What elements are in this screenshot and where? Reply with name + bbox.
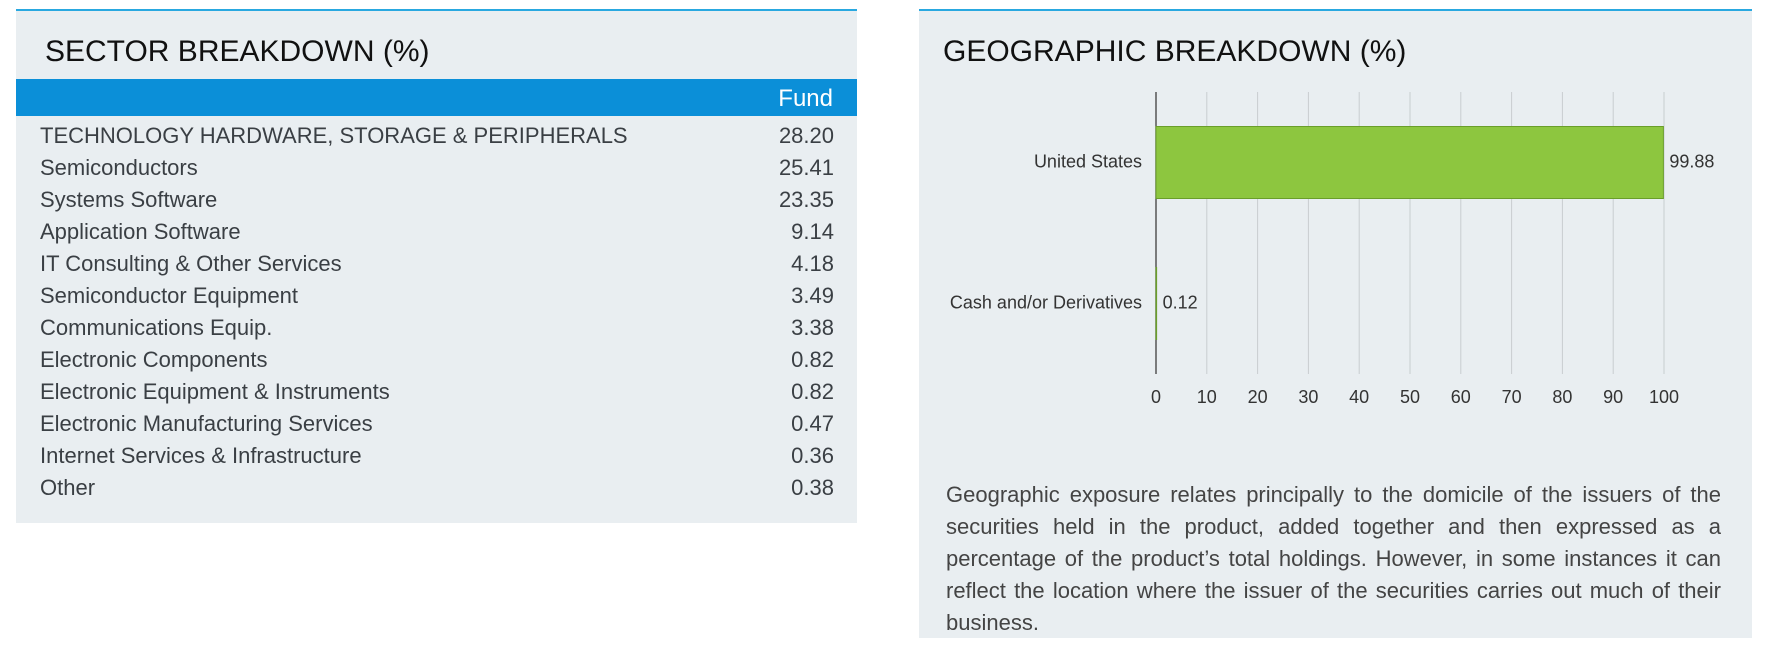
sector-name: Semiconductors <box>40 155 198 180</box>
sector-name: Application Software <box>40 219 241 244</box>
sector-panel: SECTOR BREAKDOWN (%) Fund TECHNOLOGY HAR… <box>16 9 857 523</box>
sector-name: Semiconductor Equipment <box>40 283 299 308</box>
sector-value: 0.82 <box>791 379 834 404</box>
x-tick-label: 80 <box>1552 387 1572 407</box>
x-tick-label: 0 <box>1151 387 1161 407</box>
sector-value: 28.20 <box>778 123 834 148</box>
x-tick-label: 30 <box>1298 387 1318 407</box>
sector-value: 4.18 <box>791 251 834 276</box>
table-row: Other 0.38 <box>40 475 834 507</box>
sector-name: Systems Software <box>40 187 218 212</box>
sector-value: 23.35 <box>778 187 834 212</box>
sector-name: TECHNOLOGY HARDWARE, STORAGE & PERIPHERA… <box>40 123 628 148</box>
sector-value: 3.49 <box>791 283 834 308</box>
bar <box>1155 267 1158 340</box>
sector-name: Electronic Components <box>40 347 268 372</box>
sector-value: 3.38 <box>791 315 834 340</box>
table-row: Electronic Manufacturing Services 0.47 <box>40 411 834 443</box>
x-tick-label: 40 <box>1349 387 1369 407</box>
table-row: IT Consulting & Other Services 4.18 <box>40 251 834 283</box>
x-tick-label: 70 <box>1502 387 1522 407</box>
x-tick-label: 90 <box>1603 387 1623 407</box>
table-row: Electronic Equipment & Instruments 0.82 <box>40 379 834 411</box>
x-tick-label: 60 <box>1451 387 1471 407</box>
x-tick-label: 100 <box>1649 387 1679 407</box>
table-row: Application Software 9.14 <box>40 219 834 251</box>
sector-value: 25.41 <box>778 155 834 180</box>
x-tick-label: 20 <box>1248 387 1268 407</box>
sector-name: Internet Services & Infrastructure <box>40 443 362 468</box>
sector-name: Electronic Manufacturing Services <box>40 411 373 436</box>
table-row: Communications Equip. 3.38 <box>40 315 834 347</box>
note: Geographic exposure relates principally … <box>946 482 1721 635</box>
sector-value: 9.14 <box>791 219 834 244</box>
x-tick-label: 50 <box>1400 387 1420 407</box>
sector-value: 0.47 <box>791 411 834 436</box>
table-row: TECHNOLOGY HARDWARE, STORAGE & PERIPHERA… <box>40 123 834 155</box>
sector-name: Communications Equip. <box>40 315 273 340</box>
y-tick-label: Cash and/or Derivatives <box>950 292 1142 312</box>
sector-value: 0.82 <box>791 347 834 372</box>
bar <box>1155 126 1664 199</box>
data-label: 0.12 <box>1163 292 1198 312</box>
geo-panel: GEOGRAPHIC BREAKDOWN (%) 0 10 20 30 40 50 60 70… <box>919 9 1752 638</box>
table-row: Systems Software 23.35 <box>40 187 834 219</box>
panel-title: SECTOR BREAKDOWN (%) <box>45 35 430 68</box>
table-row: Semiconductor Equipment 3.49 <box>40 283 834 315</box>
x-tick-label: 10 <box>1197 387 1217 407</box>
y-tick-label: United States <box>1034 151 1142 171</box>
sector-name: Other <box>40 475 96 500</box>
sector-value: 0.38 <box>791 475 834 500</box>
data-label: 99.88 <box>1669 151 1714 171</box>
panel-title: GEOGRAPHIC BREAKDOWN (%) <box>943 35 1407 68</box>
table-row: Internet Services & Infrastructure 0.36 <box>40 443 834 475</box>
table-row: Electronic Components 0.82 <box>40 347 834 379</box>
sector-value: 0.36 <box>791 443 834 468</box>
table-header: Fund <box>16 79 857 116</box>
table-row: Semiconductors 25.41 <box>40 155 834 187</box>
sector-name: Electronic Equipment & Instruments <box>40 379 390 404</box>
column-header: Fund <box>778 85 833 112</box>
sector-name: IT Consulting & Other Services <box>40 251 342 276</box>
chart: 0 10 20 30 40 50 60 70 80 90 100 United States 99.88… <box>950 92 1714 407</box>
